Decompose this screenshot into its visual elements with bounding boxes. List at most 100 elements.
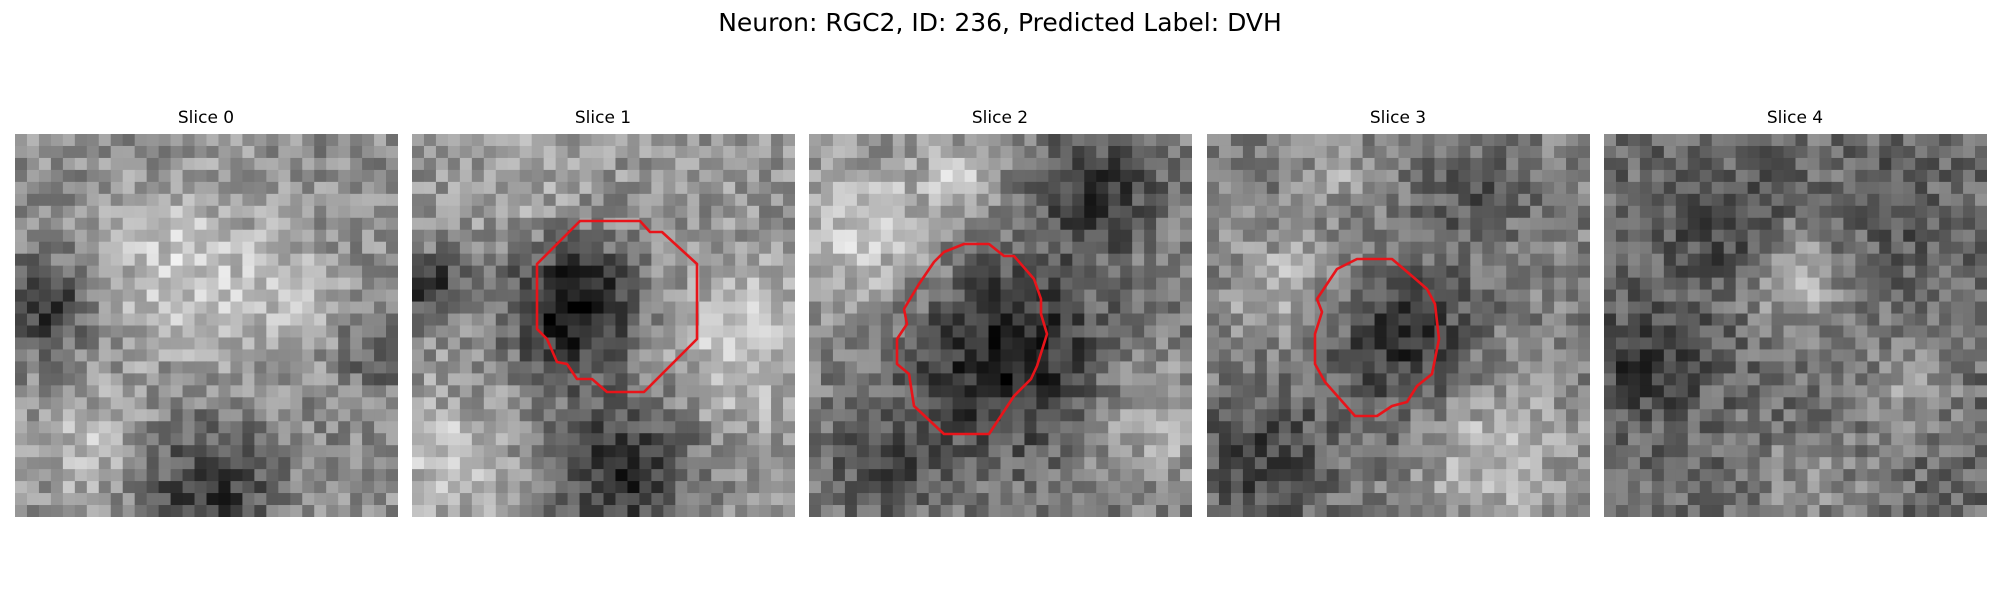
- pixel: [508, 302, 521, 315]
- pixel: [965, 170, 978, 183]
- pixel: [809, 349, 822, 362]
- pixel: [1518, 242, 1531, 255]
- pixel: [1736, 314, 1749, 327]
- pixel: [171, 373, 184, 386]
- pixel: [195, 218, 208, 231]
- pixel: [544, 421, 557, 434]
- pixel: [314, 337, 327, 350]
- pixel: [448, 266, 461, 279]
- pixel: [183, 206, 196, 219]
- pixel: [1120, 326, 1133, 339]
- pixel: [1915, 433, 1928, 446]
- pixel: [1108, 218, 1121, 231]
- pixel: [1951, 290, 1964, 303]
- pixel: [1096, 337, 1109, 350]
- pixel: [1399, 218, 1412, 231]
- pixel: [1760, 433, 1773, 446]
- pixel: [424, 421, 437, 434]
- pixel: [111, 326, 124, 339]
- pixel: [171, 134, 184, 147]
- pixel: [520, 194, 533, 207]
- pixel: [484, 266, 497, 279]
- pixel: [1819, 218, 1832, 231]
- pixel: [386, 206, 398, 219]
- pixel: [857, 409, 870, 422]
- pixel: [1640, 134, 1653, 147]
- pixel: [699, 349, 712, 362]
- pixel: [183, 158, 196, 171]
- pixel: [1458, 505, 1471, 517]
- pixel: [266, 421, 279, 434]
- pixel: [723, 206, 736, 219]
- pixel: [135, 242, 148, 255]
- pixel: [1267, 457, 1280, 470]
- pixel: [218, 337, 231, 350]
- pixel: [1530, 206, 1543, 219]
- pixel: [1060, 146, 1073, 159]
- pixel: [436, 373, 449, 386]
- pixel: [1542, 254, 1555, 267]
- pixel: [1303, 158, 1316, 171]
- pixel: [1712, 242, 1725, 255]
- pixel: [1410, 302, 1423, 315]
- pixel: [1084, 230, 1097, 243]
- pixel: [1518, 134, 1531, 147]
- pixel: [783, 493, 795, 506]
- pixel: [424, 433, 437, 446]
- pixel: [1072, 218, 1085, 231]
- pixel: [1096, 421, 1109, 434]
- pixel: [314, 170, 327, 183]
- pixel: [1096, 242, 1109, 255]
- pixel: [1843, 266, 1856, 279]
- pixel: [1072, 421, 1085, 434]
- pixel: [436, 326, 449, 339]
- pixel: [1243, 493, 1256, 506]
- pixel: [87, 385, 100, 398]
- pixel: [1303, 254, 1316, 267]
- pixel: [1688, 457, 1701, 470]
- pixel: [1458, 469, 1471, 482]
- pixel: [953, 134, 966, 147]
- pixel: [771, 337, 784, 350]
- pixel: [1168, 134, 1181, 147]
- pixel: [675, 206, 688, 219]
- pixel: [1363, 385, 1376, 398]
- pixel: [63, 481, 76, 494]
- pixel: [544, 302, 557, 315]
- pixel: [1470, 134, 1483, 147]
- pixel: [965, 445, 978, 458]
- pixel: [1664, 134, 1677, 147]
- pixel: [917, 397, 930, 410]
- pixel: [1303, 194, 1316, 207]
- pixel: [39, 230, 52, 243]
- pixel: [1760, 421, 1773, 434]
- pixel: [314, 349, 327, 362]
- pixel: [508, 182, 521, 195]
- pixel: [1279, 290, 1292, 303]
- pixel: [663, 421, 676, 434]
- pixel: [1664, 242, 1677, 255]
- pixel: [496, 397, 509, 410]
- pixel: [687, 373, 700, 386]
- pixel: [99, 134, 112, 147]
- pixel: [1939, 194, 1952, 207]
- pixel: [1700, 158, 1713, 171]
- pixel: [374, 266, 387, 279]
- pixel: [833, 218, 846, 231]
- pixel: [520, 302, 533, 315]
- pixel: [508, 194, 521, 207]
- pixel: [207, 134, 220, 147]
- pixel: [1048, 158, 1061, 171]
- pixel: [496, 302, 509, 315]
- pixel: [735, 457, 748, 470]
- pixel: [1108, 290, 1121, 303]
- pixel: [1628, 337, 1641, 350]
- pixel: [1072, 445, 1085, 458]
- pixel: [302, 481, 315, 494]
- pixel: [627, 481, 640, 494]
- pixel: [1927, 278, 1940, 291]
- pixel: [917, 361, 930, 374]
- pixel: [1831, 397, 1844, 410]
- pixel: [338, 158, 351, 171]
- pixel: [338, 385, 351, 398]
